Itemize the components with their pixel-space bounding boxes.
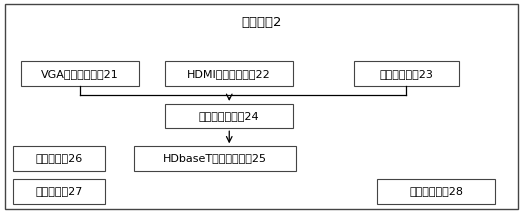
Bar — [165, 61, 293, 86]
Text: 音频嵌入模块23: 音频嵌入模块23 — [379, 69, 433, 79]
Text: 电源管理模块28: 电源管理模块28 — [409, 186, 463, 196]
Text: HDbaseT协议编码模块25: HDbaseT协议编码模块25 — [163, 153, 267, 163]
Text: VGA视频输入模块21: VGA视频输入模块21 — [41, 69, 119, 79]
Bar — [377, 179, 495, 204]
Bar — [13, 179, 105, 204]
Bar — [13, 146, 105, 171]
Bar — [354, 61, 458, 86]
Bar — [165, 104, 293, 128]
Text: 音视频处理模块24: 音视频处理模块24 — [199, 111, 259, 121]
Bar — [134, 146, 296, 171]
Text: 指示灯模块26: 指示灯模块26 — [35, 153, 83, 163]
Bar — [21, 61, 139, 86]
Text: 功能模块2: 功能模块2 — [242, 16, 282, 29]
Text: HDMI视频输入模块22: HDMI视频输入模块22 — [188, 69, 271, 79]
Text: 中央控制部27: 中央控制部27 — [35, 186, 83, 196]
